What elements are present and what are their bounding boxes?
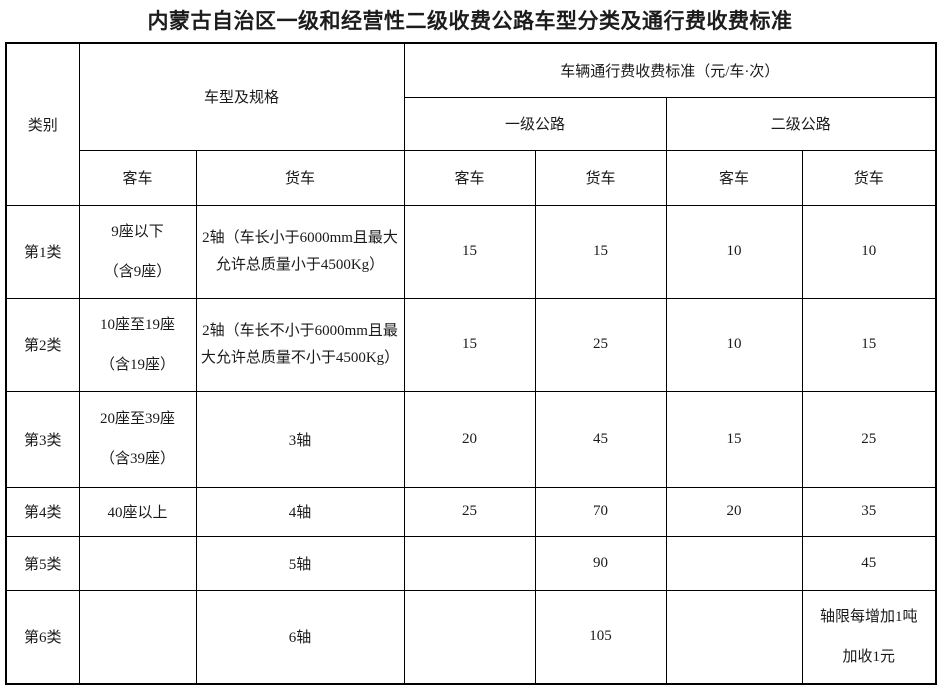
text-line: 加收1元	[842, 648, 896, 665]
page-title: 内蒙古自治区一级和经营性二级收费公路车型分类及通行费收费标准	[147, 10, 793, 33]
header-l2-truck: 货车	[801, 149, 937, 206]
text-line: 轴限每增加1吨	[820, 608, 918, 625]
text-line: 2轴（车长不小于6000mm且最	[202, 322, 398, 339]
fee-l2-passenger	[665, 589, 803, 685]
table-row-class5: 第5类 5轴 90 45	[5, 535, 937, 591]
category-cell: 第3类	[5, 390, 80, 488]
header-spec-passenger: 客车	[78, 149, 197, 206]
text-line: 2轴（车长小于6000mm且最大	[202, 229, 398, 246]
text-line: 大允许总质量不小于4500Kg）	[200, 349, 400, 366]
fee-l2-passenger: 15	[665, 390, 803, 488]
text-line: 10座至19座	[99, 316, 175, 333]
table-row-class6: 第6类 6轴 105 轴限每增加1吨 加收1元	[5, 589, 937, 685]
fee-l2-passenger: 10	[665, 204, 803, 299]
fee-l1-passenger: 25	[403, 486, 536, 537]
category-cell: 第5类	[5, 535, 80, 591]
table-row-class1: 第1类 9座以下 （含9座） 2轴（车长小于6000mm且最大 允许总质量小于4…	[5, 204, 937, 299]
passenger-spec-cell	[78, 589, 197, 685]
category-cell: 第2类	[5, 297, 80, 392]
header-road-level-2: 二级公路	[665, 96, 937, 151]
header-toll-standard: 车辆通行费收费标准（元/车·次）	[403, 42, 937, 98]
toll-rate-table: 类别 车型及规格 车辆通行费收费标准（元/车·次） 一级公路 二级公路 客车 货…	[5, 42, 938, 685]
fee-l1-truck: 15	[534, 204, 667, 299]
truck-spec-cell: 2轴（车长不小于6000mm且最 大允许总质量不小于4500Kg）	[195, 297, 405, 392]
fee-l1-truck: 25	[534, 297, 667, 392]
header-spec-truck: 货车	[195, 149, 405, 206]
passenger-spec-cell: 40座以上	[78, 486, 197, 537]
text-line: 20座至39座	[99, 411, 175, 427]
passenger-spec-cell: 20座至39座 （含39座）	[78, 390, 197, 488]
header-road-level-1: 一级公路	[403, 96, 667, 151]
table-row-class2: 第2类 10座至19座 （含19座） 2轴（车长不小于6000mm且最 大允许总…	[5, 297, 937, 392]
category-cell: 第4类	[5, 486, 80, 537]
fee-l1-truck: 105	[534, 589, 667, 685]
table-row-class3: 第3类 20座至39座 （含39座） 3轴 20 45 15 25	[5, 390, 937, 488]
header-l2-passenger: 客车	[665, 149, 803, 206]
passenger-spec-cell: 10座至19座 （含19座）	[78, 297, 197, 392]
fee-l2-passenger	[665, 535, 803, 591]
truck-spec-cell: 3轴	[195, 390, 405, 488]
passenger-spec-cell	[78, 535, 197, 591]
fee-l1-passenger	[403, 535, 536, 591]
header-vehicle-spec: 车型及规格	[78, 42, 405, 151]
truck-spec-cell: 6轴	[195, 589, 405, 685]
fee-l2-truck: 45	[801, 535, 937, 591]
fee-l2-truck: 35	[801, 486, 937, 537]
fee-l2-passenger: 10	[665, 297, 803, 392]
category-cell: 第6类	[5, 589, 80, 685]
header-l1-passenger: 客车	[403, 149, 536, 206]
table-row-class4: 第4类 40座以上 4轴 25 70 20 35	[5, 486, 937, 537]
text-line: 9座以下	[111, 223, 164, 240]
fee-l2-truck: 15	[801, 297, 937, 392]
header-l1-truck: 货车	[534, 149, 667, 206]
fee-l1-passenger: 15	[403, 297, 536, 392]
header-row-1: 类别 车型及规格 车辆通行费收费标准（元/车·次）	[5, 42, 937, 206]
text-line: 允许总质量小于4500Kg）	[215, 256, 385, 273]
fee-l1-passenger	[403, 589, 536, 685]
header-row-3: 客车 货车 客车 货车 客车 货车	[6, 149, 937, 206]
truck-spec-cell: 4轴	[195, 486, 405, 537]
fee-l2-truck: 10	[801, 204, 937, 299]
fee-l1-passenger: 15	[403, 204, 536, 299]
fee-l2-truck: 25	[801, 390, 937, 488]
fee-l2-passenger: 20	[665, 486, 803, 537]
fee-l1-truck: 70	[534, 486, 667, 537]
text-line: （含19座）	[99, 356, 175, 373]
fee-l2-truck: 轴限每增加1吨 加收1元	[801, 589, 937, 685]
header-category: 类别	[5, 42, 80, 206]
header-row-2: 一级公路 二级公路	[6, 96, 937, 151]
category-cell: 第1类	[5, 204, 80, 299]
text-line: （含9座）	[103, 263, 172, 280]
truck-spec-cell: 2轴（车长小于6000mm且最大 允许总质量小于4500Kg）	[195, 204, 405, 299]
fee-l1-truck: 90	[534, 535, 667, 591]
passenger-spec-cell: 9座以下 （含9座）	[78, 204, 197, 299]
truck-spec-cell: 5轴	[195, 535, 405, 591]
fee-l1-passenger: 20	[403, 390, 536, 488]
fee-l1-truck: 45	[534, 390, 667, 488]
text-line: （含39座）	[99, 451, 175, 467]
